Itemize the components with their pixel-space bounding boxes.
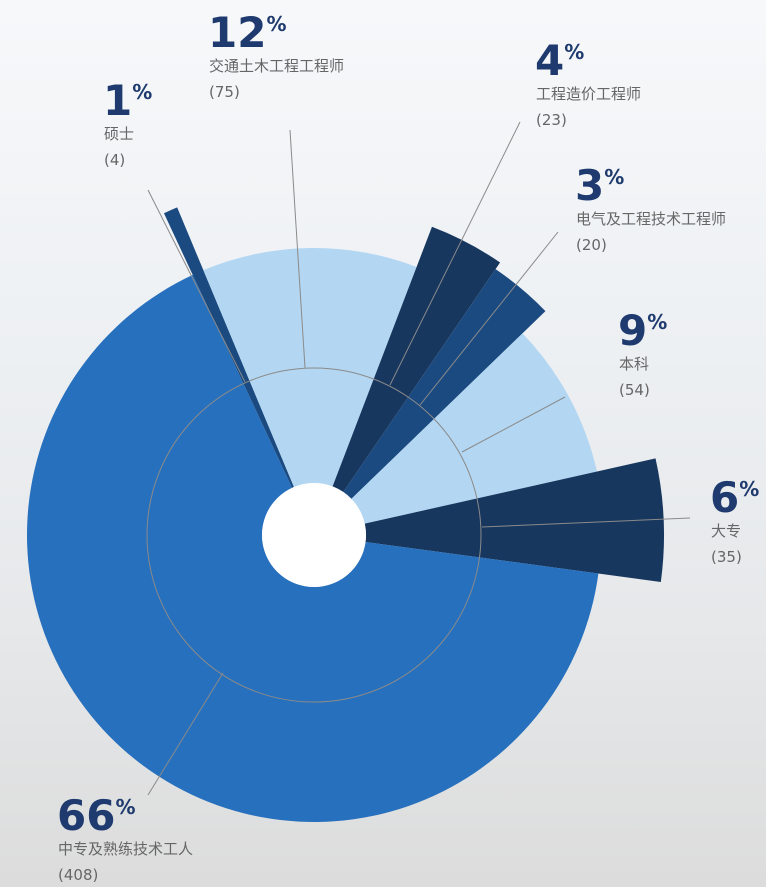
percent-label: 4% [535, 36, 584, 85]
rose-slice [351, 333, 597, 524]
percent-label: 1% [103, 76, 152, 125]
percent-number: 6 [710, 473, 739, 522]
count-label: (408) [58, 866, 98, 884]
leader-line [461, 396, 566, 453]
leader-line [389, 121, 521, 386]
percent-label: 6% [710, 473, 759, 522]
category-label: 工程造价工程师 [536, 85, 641, 103]
rose-slice [163, 207, 294, 488]
percent-number: 66 [57, 791, 115, 840]
count-label: (20) [576, 236, 607, 254]
percent-label: 66% [57, 791, 136, 840]
category-label: 本科 [619, 355, 649, 373]
percent-number: 9 [618, 306, 647, 355]
category-label: 大专 [711, 522, 741, 540]
percent-unit: % [132, 80, 152, 104]
percent-label: 12% [208, 8, 287, 57]
center-hole [262, 483, 366, 587]
leader-line [481, 517, 691, 528]
percent-unit: % [115, 795, 135, 819]
leader-line [289, 129, 306, 369]
rose-slice [343, 269, 546, 499]
count-label: (23) [536, 111, 567, 129]
rose-slice [332, 226, 501, 493]
percent-unit: % [564, 40, 584, 64]
leader-line [147, 189, 246, 383]
percent-unit: % [604, 165, 624, 189]
count-label: (54) [619, 381, 650, 399]
percent-unit: % [739, 477, 759, 501]
inner-ring [146, 367, 482, 703]
leader-line [419, 231, 559, 406]
count-label: (35) [711, 548, 742, 566]
category-label: 电气及工程技术工程师 [576, 210, 726, 228]
category-label: 交通土木工程工程师 [209, 57, 344, 75]
percent-number: 12 [208, 8, 266, 57]
leader-line [147, 672, 224, 796]
category-label: 中专及熟练技术工人 [58, 840, 193, 858]
category-label: 硕士 [104, 125, 134, 143]
rose-slice [26, 274, 599, 823]
count-label: (75) [209, 83, 240, 101]
percent-number: 3 [575, 161, 604, 210]
percent-label: 3% [575, 161, 624, 210]
percent-unit: % [647, 310, 667, 334]
count-label: (4) [104, 151, 125, 169]
percent-number: 1 [103, 76, 132, 125]
rose-slice [203, 248, 417, 488]
percent-number: 4 [535, 36, 564, 85]
percent-unit: % [266, 12, 286, 36]
rose-slice [364, 458, 664, 582]
percent-label: 9% [618, 306, 667, 355]
